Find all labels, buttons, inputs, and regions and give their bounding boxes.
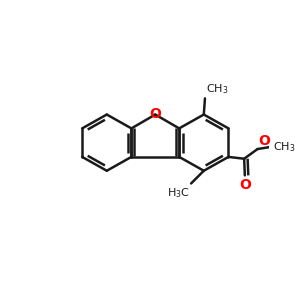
Text: CH$_3$: CH$_3$ bbox=[273, 140, 296, 154]
Text: H$_3$C: H$_3$C bbox=[167, 186, 190, 200]
Text: O: O bbox=[149, 107, 161, 121]
Text: CH$_3$: CH$_3$ bbox=[206, 82, 229, 96]
Text: O: O bbox=[239, 178, 251, 192]
Text: O: O bbox=[258, 134, 270, 148]
